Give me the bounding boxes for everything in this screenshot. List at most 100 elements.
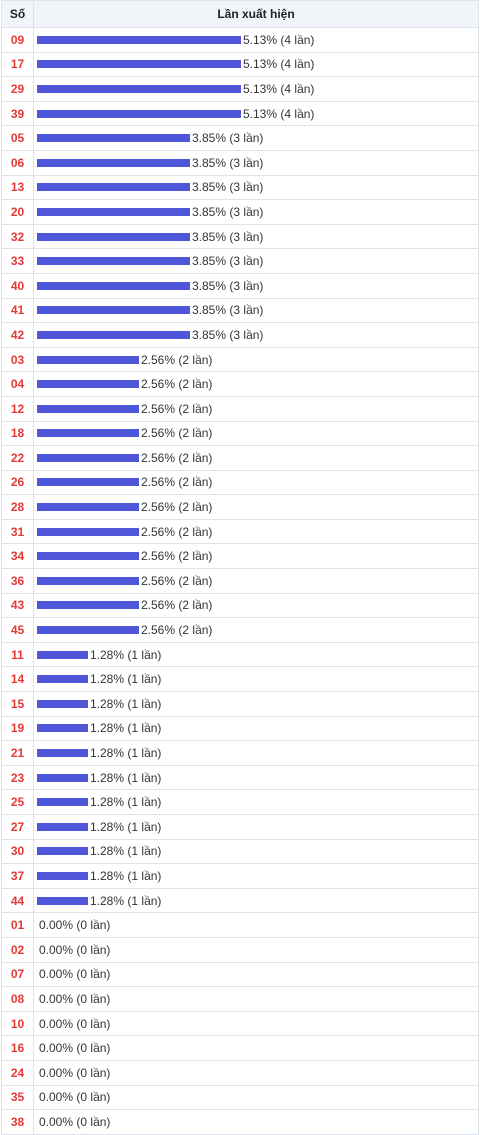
unit-label: lần bbox=[243, 180, 260, 195]
bar-wrap: 2.56% (2 lần) bbox=[34, 353, 478, 367]
number-cell: 43 bbox=[1, 592, 34, 619]
number-cell: 27 bbox=[1, 814, 34, 840]
percent-label: 0.00% bbox=[39, 1016, 74, 1031]
percent-label: 2.56% bbox=[141, 623, 176, 638]
number-cell: 24 bbox=[1, 1059, 34, 1086]
table-row: 29 5.13% (4 lần) bbox=[1, 76, 479, 102]
bar-wrap: 2.56% (2 lần) bbox=[34, 598, 478, 612]
unit-label: lần bbox=[294, 57, 311, 72]
table-row: 15 1.28% (1 lần) bbox=[1, 691, 479, 717]
count-label: 3 bbox=[233, 180, 241, 195]
frequency-cell: 2.56% (2 lần) bbox=[33, 592, 479, 619]
percent-label: 2.56% bbox=[141, 500, 176, 515]
bar-wrap: 2.56% (2 lần) bbox=[34, 525, 478, 539]
percent-label: 0.00% bbox=[39, 1090, 74, 1105]
percent-label: 1.28% bbox=[90, 770, 125, 785]
frequency-bar bbox=[37, 552, 139, 561]
number-cell: 35 bbox=[1, 1084, 34, 1111]
bar-label: 5.13% (4 lần) bbox=[243, 32, 315, 47]
unit-label: lần bbox=[294, 81, 311, 96]
count-label: 3 bbox=[233, 254, 241, 269]
count-label: 0 bbox=[80, 991, 88, 1006]
percent-label: 1.28% bbox=[90, 647, 125, 662]
bar-wrap: 1.28% (1 lần) bbox=[34, 697, 478, 711]
count-label: 4 bbox=[284, 81, 292, 96]
bar-label: 0.00% (0 lần) bbox=[39, 918, 111, 933]
percent-label: 5.13% bbox=[243, 81, 278, 96]
bar-wrap: 5.13% (4 lần) bbox=[34, 107, 478, 121]
bar-wrap: 3.85% (3 lần) bbox=[34, 303, 478, 317]
table-row: 32 3.85% (3 lần) bbox=[1, 223, 479, 250]
count-label: 3 bbox=[233, 204, 241, 219]
number-cell: 37 bbox=[1, 863, 34, 889]
bar-wrap: 3.85% (3 lần) bbox=[34, 230, 478, 244]
count-label: 2 bbox=[182, 401, 190, 416]
bar-wrap: 3.85% (3 lần) bbox=[34, 180, 478, 194]
percent-label: 3.85% bbox=[192, 180, 227, 195]
bar-wrap: 5.13% (4 lần) bbox=[34, 82, 478, 96]
frequency-cell: 1.28% (1 lần) bbox=[33, 691, 479, 717]
number-cell: 41 bbox=[1, 297, 34, 324]
bar-wrap: 3.85% (3 lần) bbox=[34, 279, 478, 293]
frequency-bar bbox=[37, 330, 190, 339]
frequency-bar bbox=[37, 84, 241, 93]
percent-label: 2.56% bbox=[141, 524, 176, 539]
bar-label: 1.28% (1 lần) bbox=[90, 672, 162, 687]
table-row: 02 0.00% (0 lần) bbox=[1, 936, 479, 963]
bar-label: 0.00% (0 lần) bbox=[39, 1090, 111, 1105]
bar-wrap: 3.85% (3 lần) bbox=[34, 131, 478, 145]
frequency-cell: 2.56% (2 lần) bbox=[33, 346, 479, 373]
frequency-cell: 1.28% (1 lần) bbox=[33, 666, 479, 693]
table-row: 19 1.28% (1 lần) bbox=[1, 715, 479, 742]
percent-label: 1.28% bbox=[90, 746, 125, 761]
unit-label: lần bbox=[192, 500, 209, 515]
frequency-cell: 2.56% (2 lần) bbox=[33, 494, 479, 520]
unit-label: lần bbox=[90, 967, 107, 982]
table-row: 41 3.85% (3 lần) bbox=[1, 297, 479, 324]
bar-wrap: 1.28% (1 lần) bbox=[34, 721, 478, 735]
bar-label: 1.28% (1 lần) bbox=[90, 868, 162, 883]
number-cell: 17 bbox=[1, 51, 34, 78]
bar-wrap: 0.00% (0 lần) bbox=[34, 967, 478, 981]
frequency-cell: 1.28% (1 lần) bbox=[33, 863, 479, 889]
frequency-bar bbox=[37, 355, 139, 364]
percent-label: 0.00% bbox=[39, 991, 74, 1006]
bar-wrap: 1.28% (1 lần) bbox=[34, 795, 478, 809]
table-row: 45 2.56% (2 lần) bbox=[1, 617, 479, 643]
frequency-cell: 0.00% (0 lần) bbox=[33, 1084, 479, 1111]
count-label: 3 bbox=[233, 278, 241, 293]
unit-label: lần bbox=[141, 795, 158, 810]
percent-label: 3.85% bbox=[192, 155, 227, 170]
unit-label: lần bbox=[243, 204, 260, 219]
unit-label: lần bbox=[192, 377, 209, 392]
number-cell: 38 bbox=[1, 1109, 34, 1135]
bar-wrap: 2.56% (2 lần) bbox=[34, 500, 478, 514]
bar-wrap: 5.13% (4 lần) bbox=[34, 57, 478, 71]
number-cell: 18 bbox=[1, 420, 34, 447]
frequency-cell: 2.56% (2 lần) bbox=[33, 543, 479, 570]
frequency-bar bbox=[37, 699, 88, 708]
unit-label: lần bbox=[141, 893, 158, 908]
bar-label: 2.56% (2 lần) bbox=[141, 524, 213, 539]
frequency-bar bbox=[37, 822, 88, 831]
count-label: 1 bbox=[131, 770, 139, 785]
count-label: 2 bbox=[182, 598, 190, 613]
unit-label: lần bbox=[141, 746, 158, 761]
number-cell: 39 bbox=[1, 100, 34, 127]
percent-label: 2.56% bbox=[141, 352, 176, 367]
unit-label: lần bbox=[90, 1065, 107, 1080]
number-cell: 44 bbox=[1, 887, 34, 914]
unit-label: lần bbox=[243, 303, 260, 318]
frequency-cell: 3.85% (3 lần) bbox=[33, 174, 479, 201]
number-cell: 33 bbox=[1, 248, 34, 274]
number-cell: 02 bbox=[1, 936, 34, 963]
bar-label: 2.56% (2 lần) bbox=[141, 352, 213, 367]
count-label: 0 bbox=[80, 1114, 88, 1129]
bar-wrap: 2.56% (2 lần) bbox=[34, 549, 478, 563]
bar-label: 1.28% (1 lần) bbox=[90, 893, 162, 908]
count-label: 0 bbox=[80, 918, 88, 933]
table-row: 31 2.56% (2 lần) bbox=[1, 518, 479, 545]
number-cell: 07 bbox=[1, 961, 34, 988]
unit-label: lần bbox=[192, 623, 209, 638]
